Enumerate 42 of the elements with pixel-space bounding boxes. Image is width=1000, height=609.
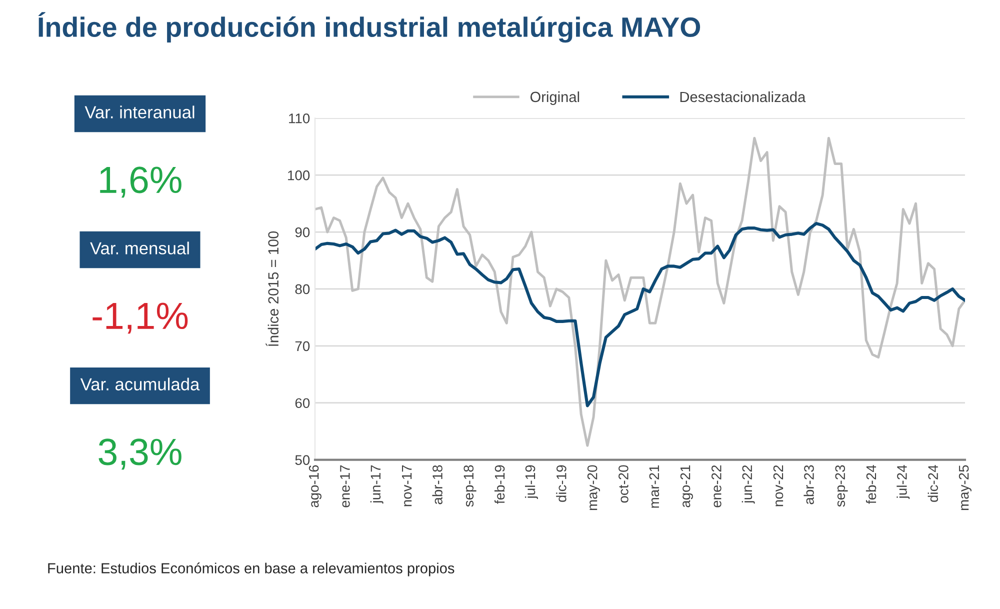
legend-label: Desestacionalizada xyxy=(680,91,806,102)
x-tick-label: jun-22 xyxy=(742,465,755,504)
text: -1,1% xyxy=(92,302,188,334)
y-tick-label: 110 xyxy=(289,113,310,124)
source-note: Fuente: Estudios Económicos en base a relevamientos propios xyxy=(48,562,454,576)
x-tick-label: ago-16 xyxy=(308,465,322,508)
text: Var. interanual xyxy=(84,106,194,118)
line-series xyxy=(315,222,965,408)
x-tick-label: abr-23 xyxy=(804,465,814,504)
x-tick-label: ago-21 xyxy=(680,465,693,508)
line-series xyxy=(315,136,965,447)
x-tick-label: feb-19 xyxy=(494,465,505,504)
x-tick-label: sep-18 xyxy=(464,465,476,507)
x-tick-label: mar-21 xyxy=(649,465,660,508)
x-tick-label: jun-17 xyxy=(370,465,384,504)
x-tick-label: oct-20 xyxy=(618,465,628,503)
x-tick-label: nov-17 xyxy=(402,465,412,506)
text: 3,3% xyxy=(98,438,182,470)
x-tick-label: sep-23 xyxy=(835,465,848,507)
x-tick-label: may-25 xyxy=(958,465,972,510)
x-tick-label: dic-19 xyxy=(556,465,566,502)
chart-title: Índice de producción industrial metalúrgica MAYO xyxy=(38,12,700,43)
text: Var. mensual xyxy=(90,242,189,254)
x-tick-label: ene-17 xyxy=(340,465,350,508)
y-tick-label: 70 xyxy=(295,341,310,352)
x-tick-label: nov-22 xyxy=(773,465,784,506)
y-tick-label: 60 xyxy=(295,398,310,408)
y-axis-title: Índice 2015 = 100 xyxy=(266,231,279,346)
text: 1,6% xyxy=(100,166,182,198)
x-tick-label: dic-24 xyxy=(928,465,938,502)
y-tick-label: 80 xyxy=(295,284,310,294)
y-tick-label: 100 xyxy=(288,170,310,180)
x-tick-label: jul-19 xyxy=(524,465,538,499)
y-tick-label: 50 xyxy=(295,455,310,465)
x-tick-label: may-20 xyxy=(587,465,600,510)
x-tick-label: feb-24 xyxy=(866,465,876,504)
x-tick-label: ene-22 xyxy=(712,465,722,508)
y-tick-label: 90 xyxy=(295,227,310,238)
legend-label: Original xyxy=(530,91,580,106)
text: Var. acumulada xyxy=(80,378,200,390)
x-tick-label: abr-18 xyxy=(432,465,442,504)
x-tick-label: jul-24 xyxy=(896,465,910,499)
